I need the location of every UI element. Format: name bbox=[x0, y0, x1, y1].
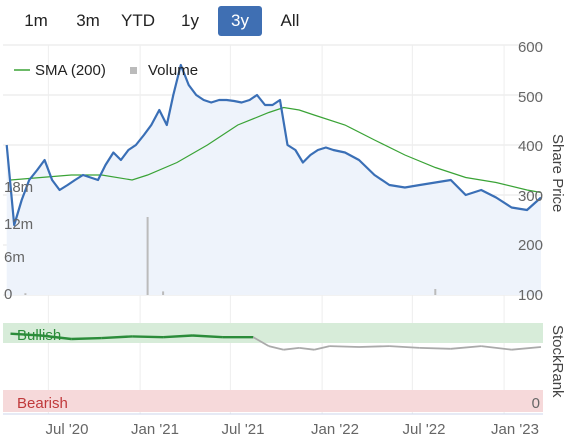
bearish-zone bbox=[3, 390, 543, 412]
share-price-line bbox=[5, 63, 542, 227]
stockrank-panel: Bullish Bearish 0 StockRank bbox=[3, 323, 566, 412]
stockrank-segment bbox=[101, 335, 133, 340]
volume-bar bbox=[434, 289, 437, 295]
volume-bar bbox=[146, 217, 149, 295]
range-button-3y[interactable]: 3y bbox=[218, 6, 262, 36]
volume-bars bbox=[24, 217, 437, 295]
price-axis-title: Share Price bbox=[549, 134, 566, 212]
stockrank-axis-title: StockRank bbox=[549, 325, 566, 398]
date-tick-jan-23: Jan '23 bbox=[491, 421, 539, 438]
volume-tick-6m: 6m bbox=[4, 249, 25, 266]
bearish-label: Bearish bbox=[17, 395, 68, 412]
stockrank-segment bbox=[450, 345, 482, 350]
volume-tick-18m: 18m bbox=[4, 179, 33, 196]
stockrank-segment bbox=[329, 345, 360, 348]
stockrank-segment bbox=[71, 336, 102, 341]
volume-bar bbox=[162, 291, 165, 295]
stockrank-segment bbox=[313, 345, 330, 351]
legend-sma-label[interactable]: SMA (200) bbox=[35, 62, 106, 79]
price-tick-300: 300 bbox=[518, 188, 543, 205]
stockrank-tick-0: 0 bbox=[532, 395, 540, 412]
sma-200-line bbox=[10, 106, 542, 194]
range-button-ytd[interactable]: YTD bbox=[121, 11, 155, 30]
price-tick-600: 600 bbox=[518, 39, 543, 56]
date-axis: Jul '20 Jan '21 Jul '21 Jan '22 Jul '22 … bbox=[3, 413, 543, 438]
volume-tick-12m: 12m bbox=[4, 216, 33, 233]
price-tick-200: 200 bbox=[518, 237, 543, 254]
range-button-all[interactable]: All bbox=[280, 11, 300, 30]
date-tick-jan-21: Jan '21 bbox=[131, 421, 179, 438]
volume-axis: 18m 12m 6m 0 bbox=[4, 179, 33, 303]
legend-volume-label[interactable]: Volume bbox=[148, 62, 198, 79]
stockrank-segment bbox=[358, 345, 390, 348]
date-tick-jan-22: Jan '22 bbox=[311, 421, 359, 438]
stockrank-segment bbox=[252, 336, 270, 347]
stockrank-segment bbox=[481, 345, 512, 351]
price-area bbox=[6, 65, 541, 295]
range-button-3m[interactable]: 3m bbox=[76, 11, 100, 30]
price-tick-100: 100 bbox=[518, 287, 543, 304]
stockrank-segment bbox=[511, 346, 542, 351]
stockrank-segment bbox=[163, 334, 193, 339]
range-selector: 1m 3m YTD 1y 3y All bbox=[0, 6, 330, 36]
date-tick-jul-21: Jul '21 bbox=[222, 421, 265, 438]
range-button-1y[interactable]: 1y bbox=[181, 11, 199, 30]
stockrank-segment bbox=[132, 335, 164, 339]
price-tick-400: 400 bbox=[518, 138, 543, 155]
volume-bar bbox=[24, 293, 27, 295]
chart-legend: SMA (200) Volume bbox=[14, 62, 198, 79]
stockrank-segment bbox=[268, 345, 284, 351]
stockrank-segment bbox=[283, 347, 300, 351]
stockrank-segment bbox=[10, 332, 41, 337]
stockrank-segment bbox=[192, 334, 223, 339]
date-tick-jul-22: Jul '22 bbox=[403, 421, 446, 438]
price-tick-500: 500 bbox=[518, 89, 543, 106]
stockrank-line bbox=[10, 332, 542, 351]
legend-volume-swatch bbox=[130, 67, 137, 74]
bullish-zone bbox=[3, 323, 543, 343]
range-button-1m[interactable]: 1m bbox=[24, 11, 48, 30]
price-axis: 600 500 400 300 200 100 bbox=[518, 39, 543, 304]
stockrank-segment bbox=[419, 347, 451, 350]
date-tick-jul-20: Jul '20 bbox=[46, 421, 89, 438]
stockrank-segment bbox=[40, 334, 72, 341]
stockrank-segment bbox=[389, 345, 420, 349]
volume-tick-0: 0 bbox=[4, 286, 12, 303]
stockrank-segment bbox=[299, 347, 315, 351]
